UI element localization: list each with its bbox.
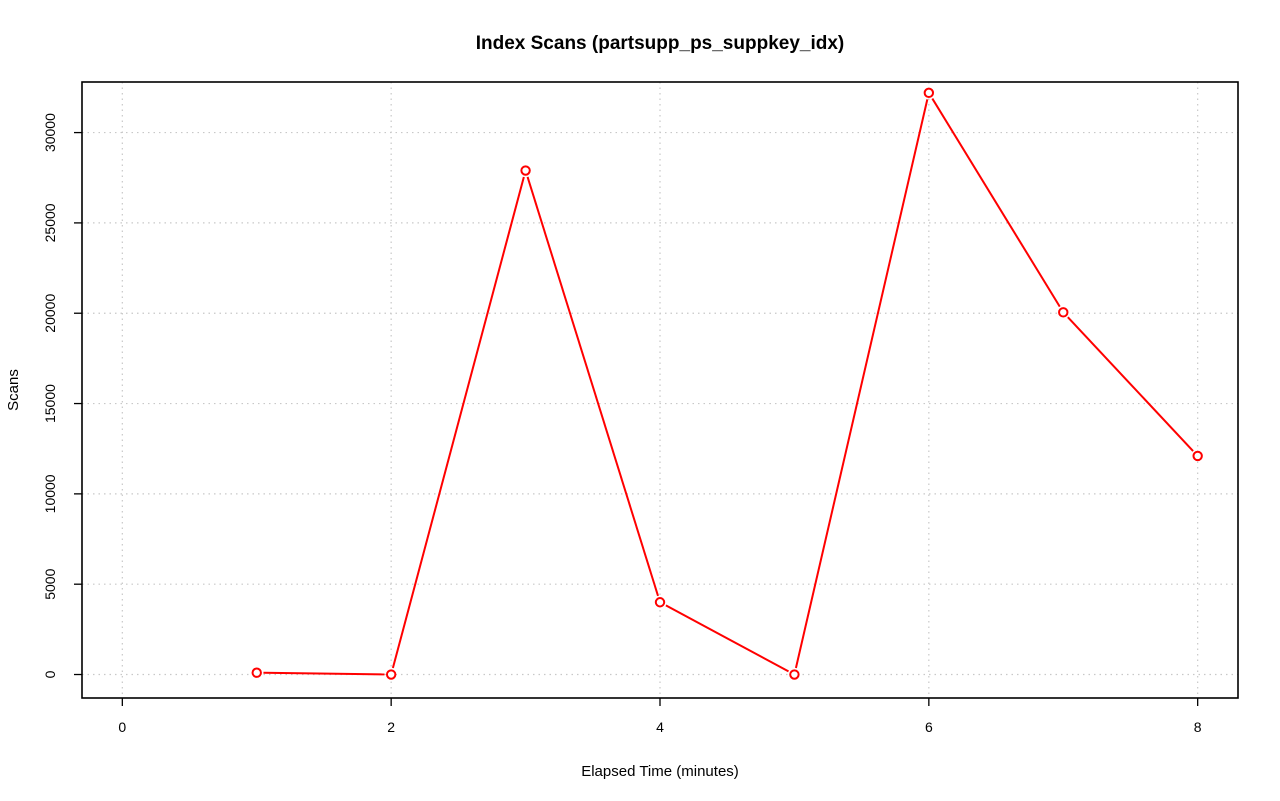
x-axis: 0 2 4 6 8 — [118, 698, 1202, 735]
y-tick-label: 25000 — [42, 203, 58, 242]
series-line-segment — [391, 176, 525, 669]
data-point — [1058, 307, 1069, 318]
grid-layer — [82, 82, 1238, 698]
data-point — [251, 667, 262, 678]
y-tick-label: 0 — [42, 670, 58, 678]
x-tick-label: 4 — [656, 719, 664, 735]
x-tick-label: 0 — [118, 719, 126, 735]
series-line-segment — [526, 176, 659, 597]
chart-title: Index Scans (partsupp_ps_suppkey_idx) — [476, 33, 845, 54]
series-line-segment — [665, 604, 789, 673]
data-point — [520, 165, 531, 176]
series-line-segment — [794, 99, 929, 669]
y-tick-label: 10000 — [42, 474, 58, 513]
y-tick-label: 15000 — [42, 384, 58, 423]
y-axis: 0 5000 10000 15000 20000 25000 30000 — [42, 113, 82, 678]
series-line-segment — [1067, 316, 1194, 452]
series-line-segment — [931, 98, 1061, 308]
x-tick-label: 6 — [925, 719, 933, 735]
y-tick-label: 30000 — [42, 113, 58, 152]
data-point — [923, 87, 935, 99]
data-point — [1192, 450, 1203, 462]
y-tick-label: 5000 — [42, 568, 58, 599]
x-tick-label: 2 — [387, 719, 395, 735]
y-tick-label: 20000 — [42, 294, 58, 333]
series-layer — [251, 87, 1203, 680]
data-point — [385, 669, 397, 680]
series — [251, 87, 1203, 680]
x-axis-label: Elapsed Time (minutes) — [581, 763, 739, 780]
data-point — [654, 597, 666, 608]
x-tick-label: 8 — [1194, 719, 1202, 735]
series-line-segment — [263, 671, 385, 676]
data-point — [789, 669, 800, 680]
y-axis-label: Scans — [5, 369, 22, 411]
